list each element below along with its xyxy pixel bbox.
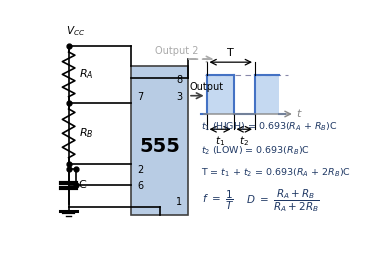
Text: $R_B$: $R_B$ (79, 126, 93, 140)
Bar (255, 76, 279, 114)
Bar (131, 66, 188, 215)
Text: $t_2$: $t_2$ (239, 134, 249, 148)
Text: 2: 2 (137, 165, 143, 175)
Text: 7: 7 (137, 92, 143, 102)
Text: C: C (79, 180, 86, 190)
Text: Output 2: Output 2 (155, 46, 199, 56)
Text: t: t (296, 109, 301, 119)
Text: $f\ =\ \dfrac{1}{T}$: $f\ =\ \dfrac{1}{T}$ (202, 189, 234, 212)
Text: $V_{CC}$: $V_{CC}$ (66, 24, 85, 38)
Text: $t_1$: $t_1$ (215, 134, 225, 148)
Text: 555: 555 (139, 137, 180, 156)
Text: Output: Output (189, 82, 224, 92)
Text: 1: 1 (176, 197, 182, 208)
Bar (207, 76, 233, 114)
Text: $t_1$ (HIGH) = 0.693($R_A$ + $R_B$)C: $t_1$ (HIGH) = 0.693($R_A$ + $R_B$)C (201, 121, 338, 134)
Text: T: T (228, 48, 234, 58)
Text: $D\ =\ \dfrac{R_A + R_B}{R_A + 2R_B}$: $D\ =\ \dfrac{R_A + R_B}{R_A + 2R_B}$ (246, 187, 320, 214)
Text: 8: 8 (176, 76, 182, 86)
Text: $t_2$ (LOW) = 0.693($R_B$)C: $t_2$ (LOW) = 0.693($R_B$)C (201, 144, 310, 157)
Text: 6: 6 (137, 181, 143, 191)
Text: 3: 3 (176, 92, 182, 102)
Text: T = $t_1$ + $t_2$ = 0.693($R_A$ + 2$R_B$)C: T = $t_1$ + $t_2$ = 0.693($R_A$ + 2$R_B$… (201, 167, 351, 179)
Text: $R_A$: $R_A$ (79, 68, 93, 81)
